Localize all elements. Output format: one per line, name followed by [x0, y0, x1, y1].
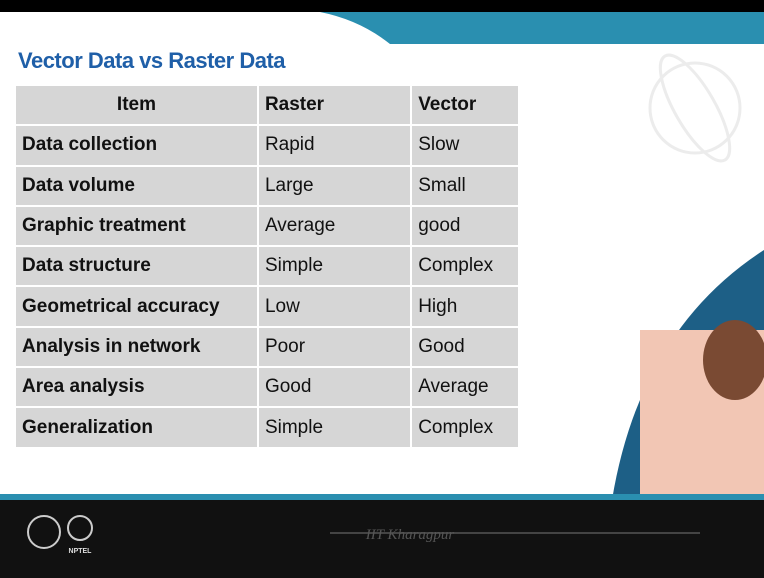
- top-bar: [0, 0, 764, 12]
- table-cell: good: [410, 204, 520, 248]
- table-row: Geometrical accuracy Low High: [14, 285, 520, 328]
- institute-name: IIT Kharagpur: [365, 527, 455, 543]
- atom-orbit: [658, 53, 732, 163]
- table-cell: Low: [256, 285, 413, 328]
- table-cell: Rapid: [256, 124, 413, 167]
- table-cell: Graphic treatment: [14, 204, 259, 248]
- table-cell: High: [410, 285, 520, 328]
- iit-logo: [27, 515, 61, 549]
- table-row: Data collection Rapid Slow: [14, 124, 520, 167]
- header-row: Item Raster Vector: [14, 83, 520, 127]
- table-cell: Analysis in network: [14, 325, 259, 369]
- table-row: Graphic treatment Average good: [14, 204, 520, 248]
- bottom-accent: [0, 494, 764, 500]
- table-cell: Good: [256, 366, 413, 409]
- table-cell: Generalization: [14, 406, 259, 449]
- column-header: Raster: [256, 83, 413, 127]
- table-row: Data structure Simple Complex: [14, 245, 520, 288]
- comparison-table: Item Raster Vector Data collection Rapid Slo…: [14, 83, 520, 449]
- table-cell: Poor: [256, 325, 413, 369]
- top-accent: [320, 12, 764, 44]
- table-cell: Average: [410, 366, 520, 409]
- presenter-head: [703, 320, 764, 400]
- table-cell: Simple: [256, 406, 413, 449]
- table-cell: Slow: [410, 124, 520, 167]
- nptel-label: NPTEL: [69, 548, 93, 555]
- table-cell: Simple: [256, 245, 413, 288]
- table-row: Area analysis Good Average: [14, 366, 520, 409]
- table-cell: Complex: [410, 406, 520, 449]
- slide-title: Vector Data vs Raster Data: [18, 48, 286, 73]
- table-cell: Area analysis: [14, 366, 259, 409]
- table-row: Data volume Large Small: [14, 164, 520, 207]
- nptel-logo: [67, 515, 93, 541]
- column-header: Item: [14, 83, 259, 127]
- table-cell: Complex: [410, 245, 520, 288]
- table-cell: Small: [410, 164, 520, 207]
- bottom-bar: [0, 500, 764, 578]
- table-row: Generalization Simple Complex: [14, 406, 520, 449]
- atom-icon: [648, 61, 742, 155]
- table-cell: Geometrical accuracy: [14, 285, 259, 328]
- table-row: Analysis in network Poor Good: [14, 325, 520, 369]
- table-cell: Good: [410, 325, 520, 369]
- table-cell: Data structure: [14, 245, 259, 288]
- table-cell: Data collection: [14, 124, 259, 167]
- table-cell: Large: [256, 164, 413, 207]
- table-cell: Data volume: [14, 164, 259, 207]
- table-cell: Average: [256, 204, 413, 248]
- column-header: Vector: [410, 83, 520, 127]
